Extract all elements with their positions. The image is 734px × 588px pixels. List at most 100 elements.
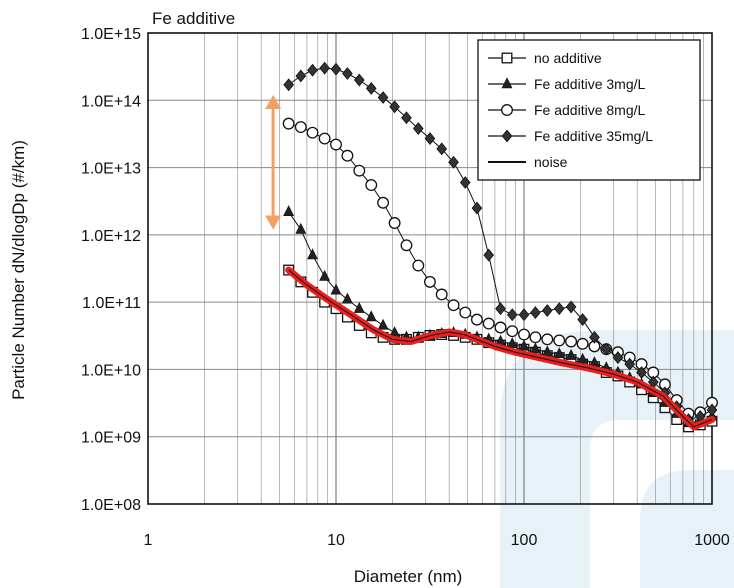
data-point — [342, 67, 353, 80]
y-tick-label: 1.0E+15 — [81, 26, 141, 43]
data-point — [576, 337, 589, 350]
data-point — [471, 201, 483, 215]
data-point — [565, 348, 577, 360]
data-point — [459, 306, 472, 319]
y-axis-title: Particle Number dN/dlogDp (#/km) — [9, 140, 28, 400]
y-tick-label: 1.0E+13 — [81, 161, 141, 178]
data-point — [282, 117, 295, 130]
annotation-arrow-head-up — [265, 94, 282, 109]
y-tick-label: 1.0E+12 — [81, 228, 141, 245]
data-point — [377, 318, 389, 330]
data-point — [389, 100, 400, 114]
series-fe-additive-35mg-l — [283, 61, 718, 426]
legend-marker — [501, 129, 513, 143]
data-point — [353, 73, 365, 87]
data-point — [636, 366, 647, 379]
data-point — [307, 248, 318, 260]
series-noise — [285, 266, 716, 431]
data-point — [365, 179, 378, 191]
data-point — [483, 248, 495, 262]
data-point — [541, 333, 554, 346]
annotation-layer — [265, 94, 282, 230]
data-point — [319, 61, 330, 75]
legend-marker — [501, 77, 513, 89]
data-point — [401, 111, 412, 125]
y-tick-label: 1.0E+09 — [81, 430, 141, 447]
x-axis: 1 10 100 1000 — [144, 532, 730, 549]
legend-items: no additive Fe additive 3mg/L Fe additive … — [488, 50, 653, 170]
legend-marker — [501, 104, 513, 116]
data-point — [330, 62, 342, 76]
data-point — [388, 217, 401, 229]
data-point — [318, 132, 331, 145]
data-point — [307, 63, 318, 77]
data-point — [518, 328, 530, 341]
data-point — [518, 308, 530, 322]
data-point — [506, 308, 518, 322]
data-point — [319, 269, 331, 281]
data-point — [553, 302, 565, 316]
data-point — [506, 337, 518, 349]
y-axis: 1.0E+08 1.0E+09 1.0E+10 1.0E+11 1.0E+12 1.0E+… — [81, 26, 141, 514]
legend-item: Fe additive 8mg/L — [488, 102, 645, 118]
x-tick-label: 100 — [511, 532, 538, 549]
data-point — [447, 299, 460, 312]
data-point — [306, 126, 319, 139]
data-point — [565, 300, 577, 314]
x-tick-label: 1000 — [694, 532, 730, 549]
data-point — [330, 138, 342, 151]
legend-item: no additive — [488, 50, 602, 66]
data-point — [553, 334, 566, 347]
legend-label: noise — [534, 154, 568, 170]
data-point — [341, 149, 354, 162]
legend-label: Fe additive 35mg/L — [534, 128, 653, 144]
plot-frame — [147, 32, 713, 505]
data-point — [706, 403, 718, 417]
legend-label: Fe additive 8mg/L — [534, 102, 645, 118]
data-point — [353, 164, 366, 177]
data-point — [330, 283, 342, 295]
y-tick-label: 1.0E+11 — [82, 295, 141, 312]
legend-item: Fe additive 3mg/L — [488, 76, 645, 92]
data-point — [365, 310, 377, 322]
data-point — [341, 292, 353, 304]
data-point — [459, 176, 471, 189]
data-point — [529, 331, 542, 344]
data-point — [530, 306, 541, 319]
chart-title: Fe additive — [152, 9, 235, 28]
data-point — [482, 317, 495, 330]
data-point — [295, 69, 307, 83]
series-layer — [282, 61, 718, 433]
plot-area — [147, 32, 713, 505]
data-point — [423, 275, 436, 288]
data-point — [400, 239, 413, 252]
data-point — [541, 304, 553, 317]
data-point — [412, 122, 424, 135]
data-point — [294, 121, 307, 134]
data-point — [283, 78, 294, 92]
data-point — [494, 321, 507, 334]
y-tick-label: 1.0E+08 — [81, 497, 141, 514]
data-point — [365, 82, 377, 95]
legend: no additive Fe additive 3mg/L Fe additive … — [477, 39, 701, 181]
x-tick-label: 10 — [327, 532, 345, 549]
series-fe-additive-8mg-l — [282, 117, 718, 420]
y-tick-label: 1.0E+14 — [81, 93, 141, 110]
data-point — [529, 342, 541, 354]
legend-item: Fe additive 35mg/L — [488, 128, 653, 144]
data-point — [624, 357, 636, 371]
data-point — [436, 142, 448, 156]
data-point — [612, 351, 624, 365]
data-point — [424, 132, 436, 145]
data-point — [471, 313, 483, 326]
data-point — [377, 196, 390, 209]
annotation-arrow-head-down — [265, 215, 282, 230]
data-point — [353, 301, 365, 313]
data-point — [377, 91, 389, 104]
noise-line — [288, 269, 713, 428]
data-point — [506, 325, 519, 338]
x-tick-label: 1 — [144, 532, 153, 549]
x-axis-title: Diameter (nm) — [354, 567, 463, 586]
